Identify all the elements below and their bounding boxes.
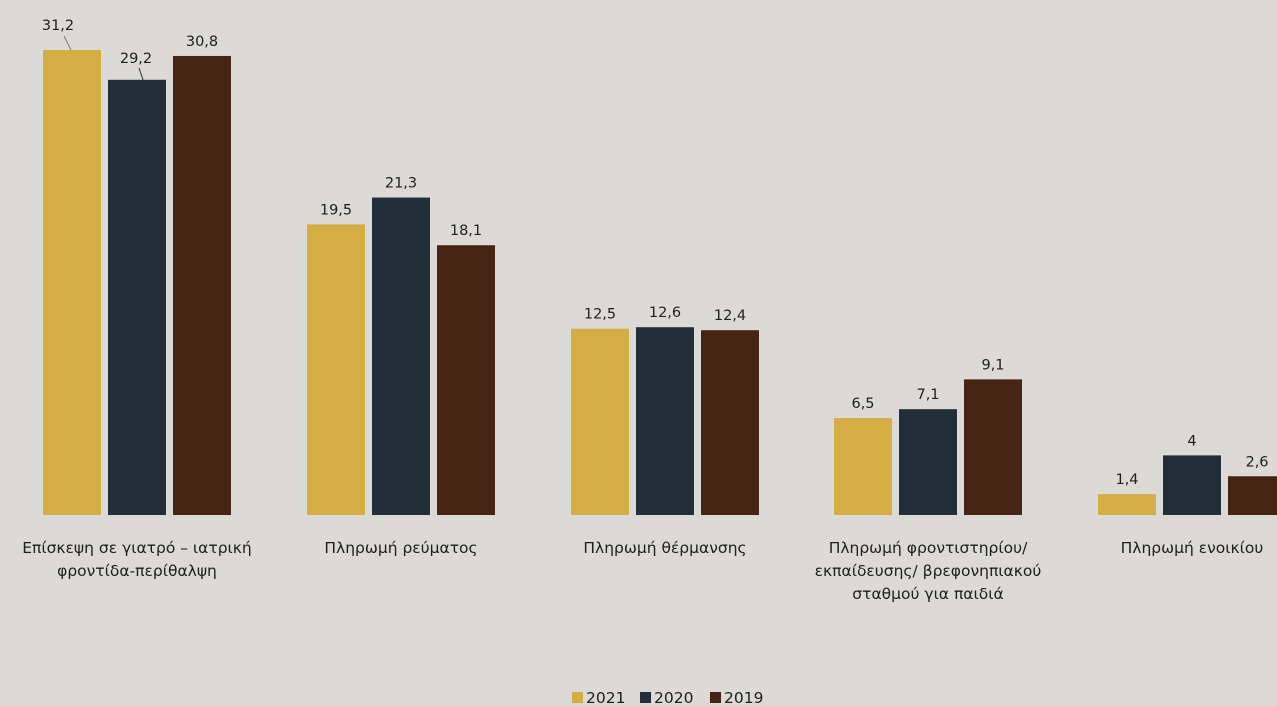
category-label-1: Πληρωμή ρεύματος (324, 539, 477, 557)
category-label-line: φροντίδα-περίθαλψη (57, 562, 217, 580)
category-label-line: Επίσκεψη σε γιατρό – ιατρική (22, 539, 252, 557)
category-label-4: Πληρωμή ενοικίου (1121, 539, 1264, 557)
value-label-2020-0: 29,2 (120, 51, 152, 67)
value-label-2020-2: 12,6 (649, 305, 681, 321)
value-label-2021-1: 19,5 (320, 202, 352, 218)
callout-line-2020-0 (138, 67, 144, 80)
bar-2021-3 (834, 418, 892, 515)
bar-2020-3 (899, 409, 957, 515)
bar-2019-3 (964, 379, 1022, 515)
value-label-2020-1: 21,3 (385, 176, 417, 192)
legend: 2021 2020 2019 (572, 689, 763, 706)
bar-2019-4 (1228, 476, 1277, 515)
legend-swatch-2020 (640, 692, 651, 703)
category-label-line: σταθμού για παιδιά (852, 585, 1003, 603)
value-label-2019-2: 12,4 (714, 308, 746, 324)
bar-2021-2 (571, 328, 629, 515)
value-label-2021-3: 6,5 (851, 396, 874, 412)
category-label-line: Πληρωμή ρεύματος (324, 539, 477, 557)
bar-2020-1 (372, 197, 430, 515)
value-labels-group: 31,2 29,2 30,8 19,5 21,3 18,1 12,5 12,6 12,4 6,5 7… (42, 18, 1269, 488)
bar-2019-0 (173, 55, 231, 515)
value-label-2019-4: 2,6 (1245, 454, 1268, 470)
value-label-2019-1: 18,1 (450, 223, 482, 239)
legend-label-2020: 2020 (654, 689, 693, 706)
value-label-2020-4: 4 (1187, 433, 1196, 449)
legend-label-2021: 2021 (586, 689, 625, 706)
bar-2021-1 (307, 224, 365, 515)
value-label-2021-0: 31,2 (42, 18, 74, 34)
category-label-3: Πληρωμή φροντιστηρίου/εκπαίδευσης/ βρεφο… (815, 539, 1042, 603)
bar-2019-1 (437, 245, 495, 515)
value-label-2019-0: 30,8 (186, 34, 218, 50)
bars-group (43, 50, 1277, 516)
bar-2021-0 (43, 50, 101, 515)
category-labels-group: Επίσκεψη σε γιατρό – ιατρική φροντίδα-περ… (22, 539, 1263, 603)
category-label-0: Επίσκεψη σε γιατρό – ιατρική φροντίδα-περ… (22, 539, 252, 580)
value-label-2020-3: 7,1 (916, 387, 939, 403)
legend-label-2019: 2019 (724, 689, 763, 706)
category-label-line: Πληρωμή φροντιστηρίου/ (829, 539, 1028, 557)
value-label-2019-3: 9,1 (981, 357, 1004, 373)
bar-2020-4 (1163, 455, 1221, 515)
bar-2021-4 (1098, 494, 1156, 515)
bar-2020-0 (108, 79, 166, 516)
legend-swatch-2019 (710, 692, 721, 703)
value-label-2021-4: 1,4 (1115, 472, 1138, 488)
legend-swatch-2021 (572, 692, 583, 703)
bar-2019-2 (701, 330, 759, 515)
bar-2020-2 (636, 327, 694, 515)
category-label-2: Πληρωμή θέρμανσης (583, 539, 746, 557)
category-label-line: Πληρωμή θέρμανσης (583, 539, 746, 557)
category-label-line: εκπαίδευσης/ βρεφονηπιακού (815, 562, 1042, 580)
category-label-line: Πληρωμή ενοικίου (1121, 539, 1264, 557)
callout-line-2021-0 (63, 35, 72, 51)
value-label-2021-2: 12,5 (584, 307, 616, 323)
